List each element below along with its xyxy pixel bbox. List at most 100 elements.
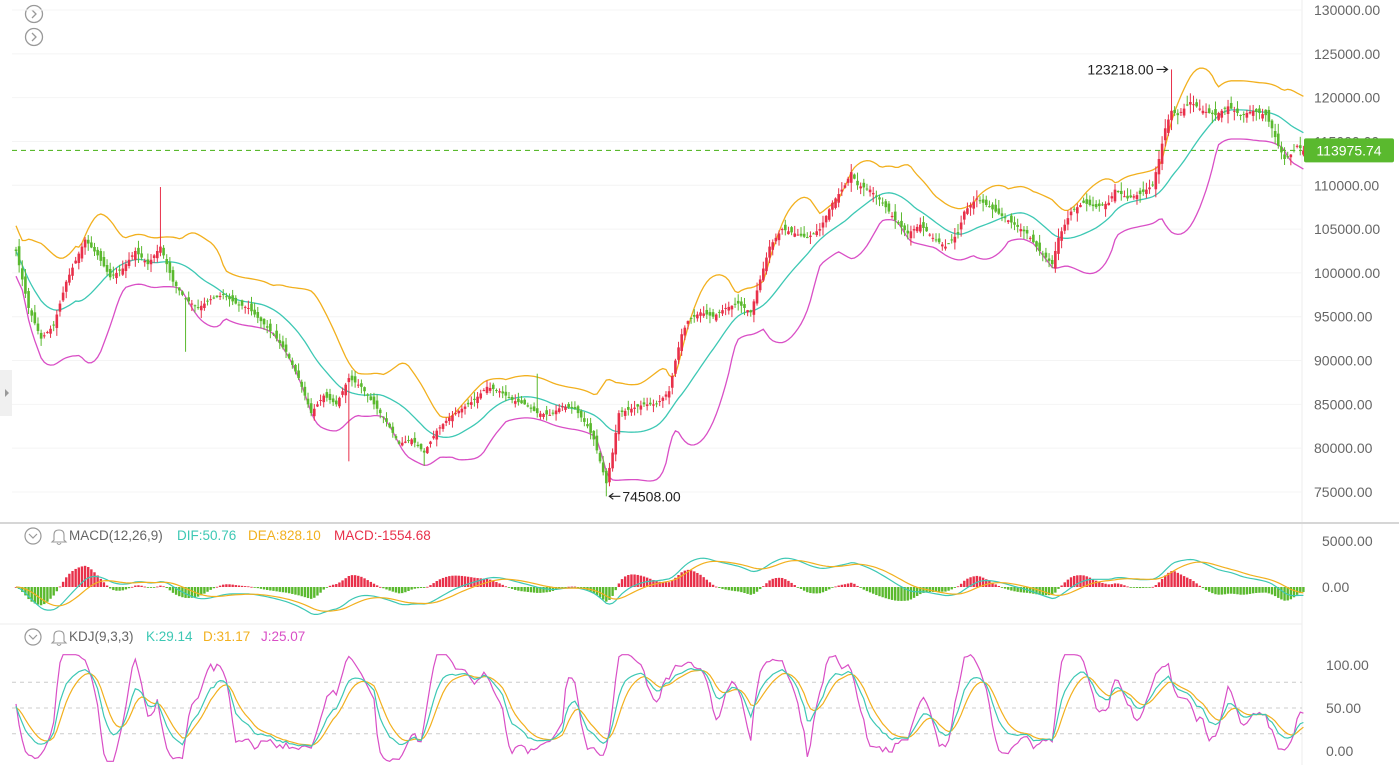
macd-bar bbox=[1195, 583, 1198, 587]
macd-bar bbox=[240, 585, 244, 587]
macd-bar bbox=[112, 587, 115, 591]
candle-body bbox=[1094, 203, 1098, 208]
candle-body bbox=[152, 255, 156, 259]
macd-bar bbox=[331, 584, 335, 587]
macd-bar bbox=[344, 578, 347, 587]
candle-body bbox=[215, 295, 219, 298]
macd-bar bbox=[401, 587, 404, 594]
macd-bar bbox=[476, 578, 479, 587]
macd-bar bbox=[215, 586, 219, 588]
macd-bar bbox=[737, 587, 740, 592]
expand-arrow-icon[interactable] bbox=[5, 389, 9, 397]
macd-bar bbox=[721, 587, 724, 589]
macd-bar bbox=[661, 582, 665, 587]
macd-bar bbox=[313, 587, 316, 598]
candle-body bbox=[234, 297, 238, 304]
macd-bar bbox=[774, 578, 778, 587]
macd-bar bbox=[504, 586, 508, 588]
macd-bar bbox=[928, 587, 931, 593]
macd-bar bbox=[975, 575, 979, 587]
macd-bar bbox=[812, 587, 815, 594]
chevron-right-circle-icon[interactable] bbox=[24, 4, 44, 24]
macd-bar bbox=[1280, 587, 1283, 600]
macd-bar bbox=[366, 580, 369, 587]
candle-body bbox=[595, 435, 599, 451]
price-axis: 130000.00125000.00120000.00115000.001100… bbox=[1314, 2, 1380, 500]
candle-body bbox=[253, 309, 256, 315]
macd-bar bbox=[253, 587, 256, 588]
macd-bar bbox=[1101, 582, 1104, 587]
macd-bar bbox=[278, 587, 281, 592]
chevron-right-circle-icon[interactable] bbox=[24, 27, 44, 47]
candle-body bbox=[780, 229, 784, 231]
macd-bar bbox=[780, 577, 784, 587]
macd-bar bbox=[338, 582, 341, 587]
candle-body bbox=[642, 402, 646, 405]
macd-bar bbox=[479, 578, 482, 587]
candle-body bbox=[545, 410, 548, 415]
candle-body bbox=[774, 237, 778, 242]
candle-body bbox=[636, 404, 640, 407]
candle-body bbox=[27, 291, 30, 308]
candle-body bbox=[878, 197, 881, 200]
candle-body bbox=[683, 327, 687, 336]
macd-bar bbox=[1104, 583, 1107, 587]
collapse-toggle-icon[interactable] bbox=[24, 527, 42, 545]
candle-body bbox=[652, 404, 655, 406]
macd-bar bbox=[303, 587, 307, 598]
macd-bar bbox=[1255, 587, 1258, 593]
macd-bar bbox=[1076, 575, 1079, 587]
collapse-toggle-icon[interactable] bbox=[24, 628, 42, 646]
macd-bar bbox=[423, 587, 426, 588]
macd-bar bbox=[856, 585, 859, 587]
macd-bar bbox=[105, 585, 109, 587]
macd-bar bbox=[671, 580, 674, 587]
macd-bar bbox=[165, 587, 168, 589]
candle-body bbox=[1236, 108, 1239, 113]
macd-bar bbox=[394, 587, 398, 593]
macd-bar bbox=[134, 585, 137, 587]
candle-body bbox=[1195, 102, 1198, 107]
macd-bar bbox=[1019, 587, 1022, 593]
macd-bar bbox=[1123, 585, 1126, 587]
bell-icon[interactable] bbox=[50, 529, 68, 546]
macd-bar bbox=[441, 577, 445, 587]
candle-body bbox=[1010, 215, 1013, 223]
macd-bar bbox=[463, 576, 467, 587]
macd-bar bbox=[319, 587, 322, 593]
candle-body bbox=[1207, 108, 1211, 113]
kdj-axis: 100.00 50.00 0.00 bbox=[1326, 657, 1369, 759]
candle-body bbox=[853, 174, 856, 179]
candle-body bbox=[1072, 208, 1076, 210]
candle-body bbox=[674, 360, 677, 374]
macd-bar bbox=[890, 587, 894, 600]
macd-bar bbox=[1016, 587, 1019, 592]
macd-bar bbox=[272, 587, 275, 591]
candle-body bbox=[846, 178, 850, 183]
macd-bar bbox=[426, 586, 429, 588]
macd-bar bbox=[1283, 587, 1286, 601]
bell-icon[interactable] bbox=[50, 630, 68, 647]
candle-body bbox=[482, 390, 486, 392]
macd-bar bbox=[99, 578, 102, 587]
macd-bar bbox=[636, 574, 639, 587]
macd-bar bbox=[605, 587, 608, 602]
candle-body bbox=[984, 199, 988, 205]
macd-bar bbox=[702, 577, 705, 587]
candle-body bbox=[937, 238, 941, 243]
candle-body bbox=[799, 233, 803, 236]
candle-body bbox=[463, 406, 467, 409]
candle-body bbox=[404, 441, 407, 443]
candle-body bbox=[1201, 110, 1205, 114]
macd-bar bbox=[953, 587, 957, 588]
macd-bar bbox=[1063, 582, 1066, 587]
macd-bar bbox=[539, 587, 542, 593]
macd-bar bbox=[275, 587, 278, 592]
macd-bar bbox=[237, 585, 241, 587]
candle-body bbox=[127, 259, 131, 266]
candle-body bbox=[648, 402, 652, 405]
candle-body bbox=[1126, 195, 1129, 199]
candle-body bbox=[601, 462, 605, 473]
candle-body bbox=[278, 340, 282, 344]
